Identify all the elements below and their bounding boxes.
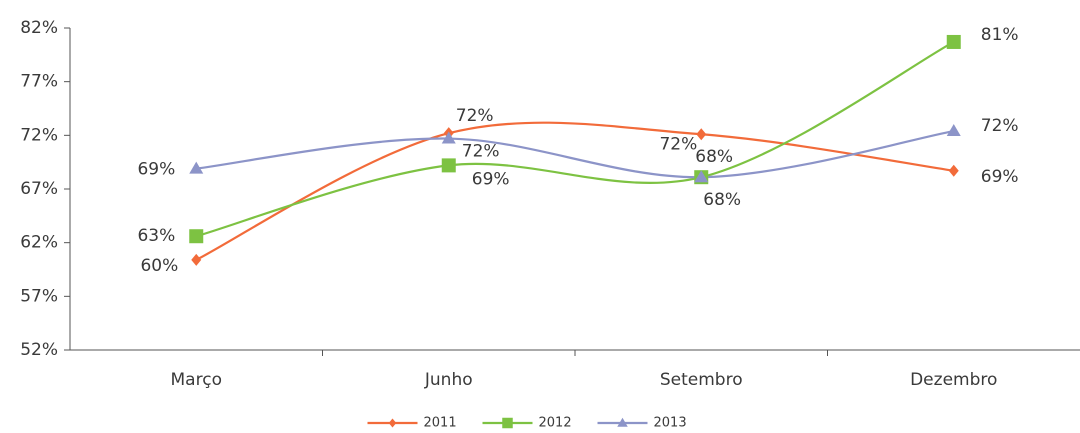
marker — [694, 170, 709, 183]
x-tick-label: Setembro — [660, 370, 743, 390]
line — [195, 40, 955, 238]
marker — [189, 161, 204, 174]
legend-marker — [388, 418, 397, 428]
data-label: 69% — [472, 169, 510, 189]
legend-marker — [617, 417, 628, 427]
line — [195, 121, 954, 261]
line — [196, 129, 954, 179]
y-tick-label: 67% — [20, 179, 58, 199]
data-label: 63% — [137, 226, 175, 246]
data-label: 72% — [659, 134, 697, 154]
marker — [191, 253, 202, 266]
y-tick-label: 77% — [20, 72, 58, 92]
marker — [441, 158, 456, 173]
data-label: 81% — [981, 25, 1019, 45]
data-label: 69% — [981, 167, 1019, 187]
data-label: 69% — [137, 160, 175, 180]
y-tick-label: 72% — [20, 125, 58, 145]
marker — [189, 229, 204, 244]
data-label: 72% — [456, 106, 494, 126]
data-label: 60% — [140, 256, 178, 276]
x-tick-label: Dezembro — [910, 370, 997, 390]
x-tick-label: Junho — [424, 370, 473, 390]
legend-marker — [502, 417, 513, 429]
data-label: 72% — [462, 142, 500, 162]
marker — [696, 128, 707, 141]
y-tick-label: 82% — [20, 18, 58, 38]
marker — [946, 124, 961, 137]
y-tick-label: 52% — [20, 340, 58, 360]
marker — [948, 164, 959, 177]
marker — [946, 34, 961, 49]
y-tick-label: 62% — [20, 233, 58, 253]
legend-label: 2012 — [539, 416, 572, 431]
legend-label: 2013 — [654, 416, 687, 431]
legend-label: 2011 — [424, 416, 457, 431]
y-tick-label: 57% — [20, 286, 58, 306]
x-tick-label: Março — [171, 370, 222, 390]
data-label: 68% — [703, 190, 741, 210]
data-label: 68% — [695, 147, 733, 167]
marker — [441, 131, 456, 144]
data-label: 72% — [981, 116, 1019, 136]
